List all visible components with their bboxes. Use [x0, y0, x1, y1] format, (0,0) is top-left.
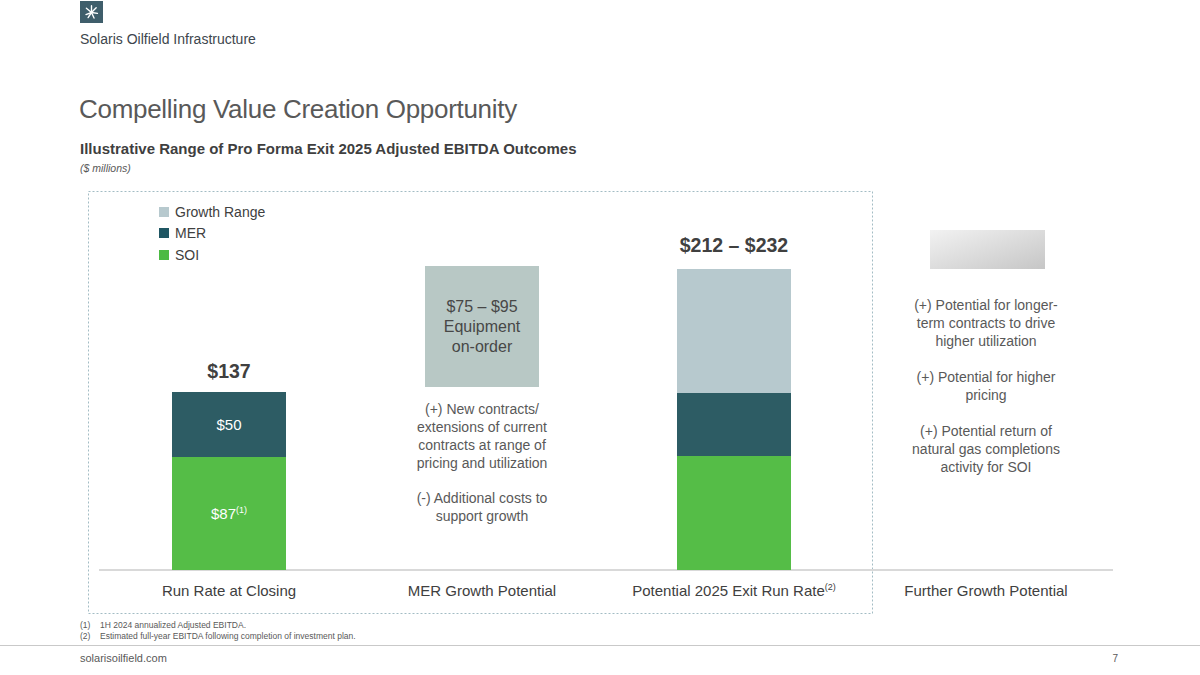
legend-swatch-growth-range [159, 207, 169, 217]
equipment-on-order-box: $75 – $95Equipmenton-order [425, 266, 539, 387]
footnote-1-num: (1) [80, 620, 100, 630]
bar3-soi-segment [677, 456, 791, 570]
further-growth-note-3: (+) Potential return ofnatural gas compl… [886, 422, 1086, 476]
company-name: Solaris Oilfield Infrastructure [80, 31, 256, 47]
bar1-mer-segment: $50 [172, 392, 286, 457]
footer-divider [0, 645, 1200, 646]
bar1-soi-value: $87(1) [211, 505, 247, 522]
bar1-soi-segment: $87(1) [172, 457, 286, 570]
category-exit-run-rate: Potential 2025 Exit Run Rate(2) [594, 582, 874, 599]
category-run-rate: Run Rate at Closing [89, 582, 369, 599]
slide: Solaris Oilfield Infrastructure Compelli… [0, 0, 1200, 675]
legend-item-soi: SOI [159, 244, 265, 266]
category-mer-growth: MER Growth Potential [342, 582, 622, 599]
footnotes: (1) 1H 2024 annualized Adjusted EBITDA. … [80, 619, 356, 641]
legend-swatch-mer [159, 228, 169, 238]
footnote-2-num: (2) [80, 631, 100, 641]
bar3-range-label: $212 – $232 [634, 234, 834, 257]
legend-label-growth-range: Growth Range [175, 204, 265, 220]
legend-item-mer: MER [159, 223, 265, 245]
footnote-1: (1) 1H 2024 annualized Adjusted EBITDA. [80, 619, 356, 630]
starburst-icon [83, 4, 100, 21]
page-number: 7 [1090, 653, 1118, 664]
bar3-mer-segment [677, 393, 791, 456]
footnote-1-text: 1H 2024 annualized Adjusted EBITDA. [100, 620, 246, 630]
slide-title: Compelling Value Creation Opportunity [79, 94, 517, 125]
chart-legend: Growth Range MER SOI [159, 201, 265, 266]
chart-title: Illustrative Range of Pro Forma Exit 202… [80, 140, 577, 157]
bar1-mer-value: $50 [216, 416, 241, 433]
mer-growth-note-2: (-) Additional costs tosupport growth [382, 489, 582, 525]
footnote-2: (2) Estimated full-year EBITDA following… [80, 630, 356, 641]
further-growth-box [930, 230, 1045, 269]
chart-units: ($ millions) [80, 162, 131, 174]
equipment-on-order-text: $75 – $95Equipmenton-order [444, 297, 521, 357]
further-growth-note-2: (+) Potential for higherpricing [886, 368, 1086, 404]
bar1-total-label: $137 [172, 360, 286, 383]
bar3-growth-segment [677, 269, 791, 393]
further-growth-note-1: (+) Potential for longer-term contracts … [886, 296, 1086, 350]
footer-website: solarisoilfield.com [80, 652, 167, 664]
footnote-2-text: Estimated full-year EBITDA following com… [100, 631, 356, 641]
legend-swatch-soi [159, 250, 169, 260]
legend-item-growth-range: Growth Range [159, 201, 265, 223]
legend-label-soi: SOI [175, 247, 199, 263]
legend-label-mer: MER [175, 225, 206, 241]
company-logo [80, 1, 103, 23]
mer-growth-note-1: (+) New contracts/extensions of currentc… [382, 400, 582, 472]
category-further-growth: Further Growth Potential [846, 582, 1126, 599]
